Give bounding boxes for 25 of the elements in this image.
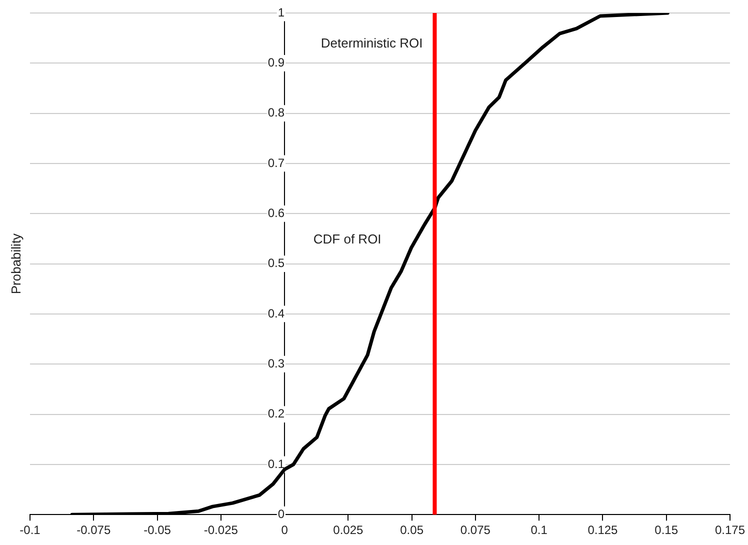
y-tick-label: 0.8: [268, 106, 285, 120]
y-tick-label: 0.5: [268, 256, 285, 270]
y-tick-label: 0.3: [268, 356, 285, 370]
x-tick-label: -0.05: [144, 523, 172, 538]
x-tick-label: 0.125: [588, 523, 618, 538]
y-tick-label: 1: [278, 5, 285, 20]
y-tick-label: 0: [278, 506, 285, 521]
y-tick-label: 0.1: [268, 456, 285, 471]
x-tick-label: 0.15: [654, 523, 678, 538]
y-tick-label: 0.2: [268, 406, 285, 421]
x-tick-label: 0.025: [333, 523, 364, 538]
y-axis-title: Probability: [8, 232, 24, 294]
y-tick-label: 0.6: [268, 206, 285, 220]
x-tick-label: 0.1: [530, 523, 548, 538]
ref-line-label: Deterministic ROI: [320, 36, 423, 51]
y-tick-label: 0.9: [268, 55, 285, 70]
x-tick-label: -0.025: [204, 523, 238, 538]
x-tick-label: 0.075: [460, 523, 491, 538]
y-tick-label: 0.7: [268, 156, 285, 170]
x-tick-label: -0.1: [20, 523, 41, 538]
x-tick-label: 0.175: [714, 523, 746, 538]
x-tick-label: -0.075: [76, 523, 111, 538]
text: CDF of ROI: [313, 231, 382, 246]
y-tick-label: 0.4: [268, 306, 285, 320]
x-tick-label: 0.05: [400, 523, 424, 538]
